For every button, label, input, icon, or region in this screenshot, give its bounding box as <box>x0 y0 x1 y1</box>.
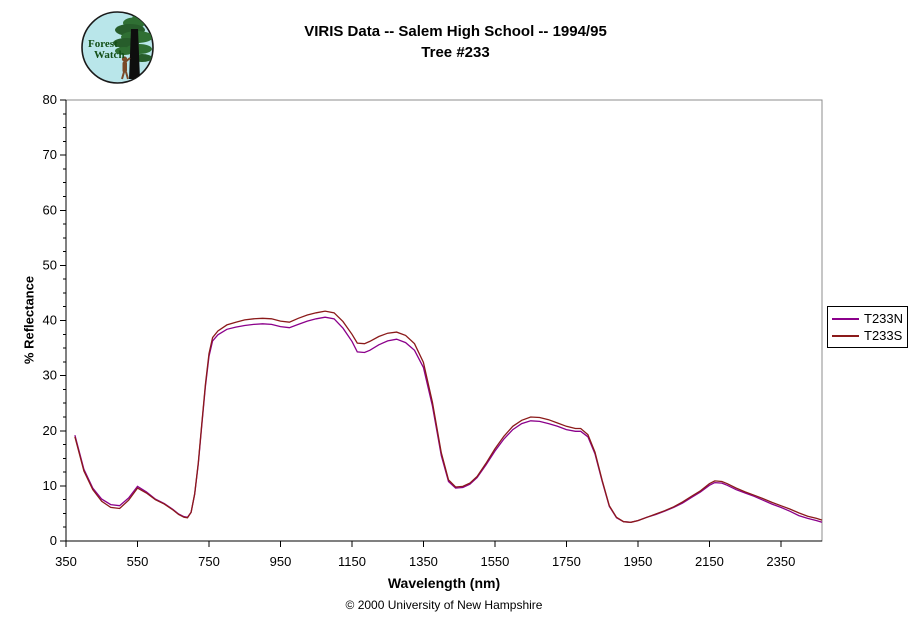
y-axis-tick-label: 70 <box>43 147 57 162</box>
legend-label-t233n: T233N <box>864 311 904 326</box>
x-axis-title: Wavelength (nm) <box>387 575 501 591</box>
x-axis-tick-label: 550 <box>127 554 149 569</box>
y-axis-tick-label: 10 <box>43 478 57 493</box>
t233n-line-swatch <box>832 317 859 320</box>
y-axis-tick-label: 40 <box>43 313 57 328</box>
plot-area-border <box>65 99 823 542</box>
y-axis-tick-label: 30 <box>43 368 57 383</box>
x-axis-tick-label: 750 <box>198 554 220 569</box>
x-axis-tick-label: 2150 <box>695 554 724 569</box>
y-axis-tick-label: 50 <box>43 257 57 272</box>
y-axis-tick-label: 20 <box>43 423 57 438</box>
y-axis-tick-label: 80 <box>43 92 57 107</box>
title-block: VIRIS Data -- Salem High School -- 1994/… <box>0 21 911 63</box>
legend: T233N T233S <box>827 306 908 348</box>
x-axis-tick-label: 1750 <box>552 554 581 569</box>
logo-text-forest: Forest <box>88 38 118 50</box>
logo-tree-art <box>113 12 153 80</box>
x-axis-tick-label: 950 <box>270 554 292 569</box>
x-axis-tick-label: 2350 <box>766 554 795 569</box>
x-axis-tick-label: 350 <box>55 554 77 569</box>
legend-item-t233s: T233S <box>832 327 903 344</box>
x-axis-tick-label: 1350 <box>409 554 438 569</box>
chart-title-line2: Tree #233 <box>421 44 490 61</box>
forest-watch-logo: Forest Watch <box>81 11 154 84</box>
y-axis-tick-label: 60 <box>43 202 57 217</box>
person-icon <box>121 56 131 80</box>
series-line-t233s <box>74 310 823 523</box>
logo-text-watch: Watch <box>94 49 125 61</box>
t233s-line-swatch <box>832 334 859 337</box>
legend-item-t233n: T233N <box>832 310 903 327</box>
x-axis-tick-label: 1150 <box>338 554 366 569</box>
tree-trunk-icon <box>129 29 140 79</box>
series-line-t233n <box>74 316 823 523</box>
legend-label-t233s: T233S <box>864 328 903 343</box>
copyright-text: © 2000 University of New Hampshire <box>345 598 543 612</box>
x-axis-tick-label: 1550 <box>480 554 509 569</box>
chart-title-line1: VIRIS Data -- Salem High School -- 1994/… <box>304 23 607 40</box>
y-axis-title: % Reflectance <box>21 275 37 365</box>
y-axis-tick-label: 0 <box>50 533 57 548</box>
x-axis-tick-label: 1950 <box>623 554 652 569</box>
